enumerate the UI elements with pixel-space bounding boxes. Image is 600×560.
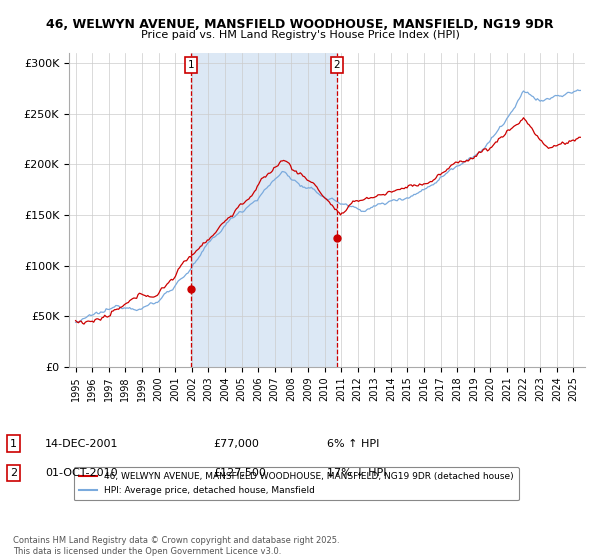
Bar bbox=[191, 53, 337, 367]
Text: 1: 1 bbox=[188, 60, 194, 71]
Text: Price paid vs. HM Land Registry's House Price Index (HPI): Price paid vs. HM Land Registry's House … bbox=[140, 30, 460, 40]
Legend: 46, WELWYN AVENUE, MANSFIELD WOODHOUSE, MANSFIELD, NG19 9DR (detached house), HP: 46, WELWYN AVENUE, MANSFIELD WOODHOUSE, … bbox=[74, 467, 519, 500]
Text: 2: 2 bbox=[334, 60, 340, 71]
Text: 2: 2 bbox=[10, 468, 17, 478]
Text: 17% ↓ HPI: 17% ↓ HPI bbox=[327, 468, 386, 478]
Text: Contains HM Land Registry data © Crown copyright and database right 2025.
This d: Contains HM Land Registry data © Crown c… bbox=[13, 536, 340, 556]
Text: 14-DEC-2001: 14-DEC-2001 bbox=[45, 438, 119, 449]
Text: 1: 1 bbox=[10, 438, 17, 449]
Text: 01-OCT-2010: 01-OCT-2010 bbox=[45, 468, 118, 478]
Text: £77,000: £77,000 bbox=[213, 438, 259, 449]
Text: £127,500: £127,500 bbox=[213, 468, 266, 478]
Text: 6% ↑ HPI: 6% ↑ HPI bbox=[327, 438, 379, 449]
Text: 46, WELWYN AVENUE, MANSFIELD WOODHOUSE, MANSFIELD, NG19 9DR: 46, WELWYN AVENUE, MANSFIELD WOODHOUSE, … bbox=[46, 18, 554, 31]
